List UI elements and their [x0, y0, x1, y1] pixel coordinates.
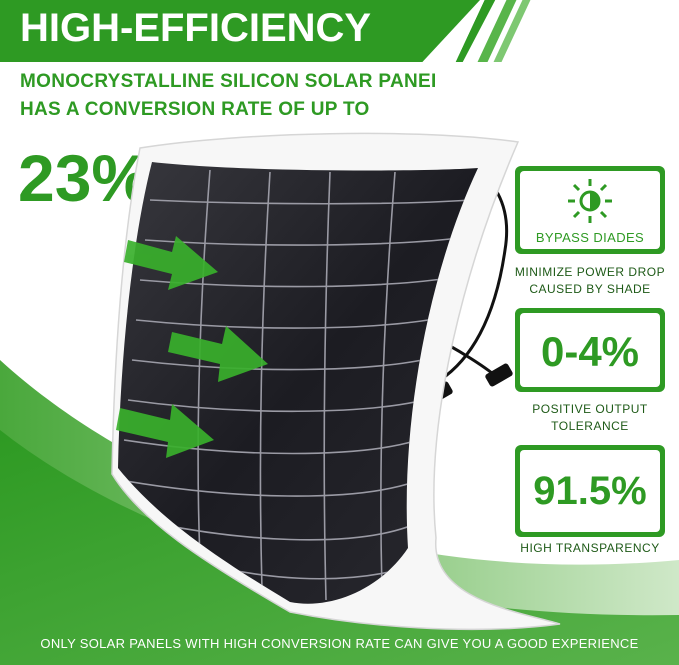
sun-shade-icon [568, 179, 612, 223]
output-tolerance-value: 0-4% [540, 328, 640, 375]
headline-line-1: MONOCRYSTALLINE SILICON SOLAR PANEI [20, 71, 437, 92]
footer-text: ONLY SOLAR PANELS WITH HIGH CONVERSION R… [40, 636, 639, 651]
headline-line-2: HAS A CONVERSION RATE OF UP TO [20, 99, 370, 120]
title-banner [0, 0, 480, 62]
feature-box-inner [520, 450, 660, 532]
transparency-caption: HIGH TRANSPARENCY [520, 541, 660, 555]
feature-box-bypass-diodes: BYPASS DIADES [515, 166, 665, 254]
feature-box-output-tolerance: 0-4% [515, 308, 665, 392]
feature-box-transparency: 91.5% [515, 445, 665, 537]
conversion-rate: 23% [18, 141, 151, 215]
banner-title: HIGH-EFFICIENCY [20, 6, 372, 50]
transparency-value: 91.5% [533, 469, 647, 513]
feature-box-inner [520, 313, 660, 387]
bypass-diodes-label: BYPASS DIADES [535, 230, 645, 245]
headline: MONOCRYSTALLINE SILICON SOLAR PANEI HAS … [20, 68, 440, 124]
output-tolerance-caption: POSITIVE OUTPUT TOLERANCE [532, 402, 648, 433]
bypass-diodes-caption: MINIMIZE POWER DROP CAUSED BY SHADE [514, 265, 666, 296]
